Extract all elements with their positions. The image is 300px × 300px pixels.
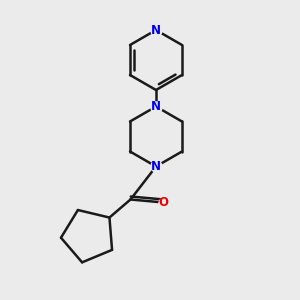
Text: N: N <box>151 100 161 113</box>
Text: N: N <box>151 160 161 173</box>
Text: O: O <box>158 196 169 209</box>
Text: N: N <box>151 23 161 37</box>
